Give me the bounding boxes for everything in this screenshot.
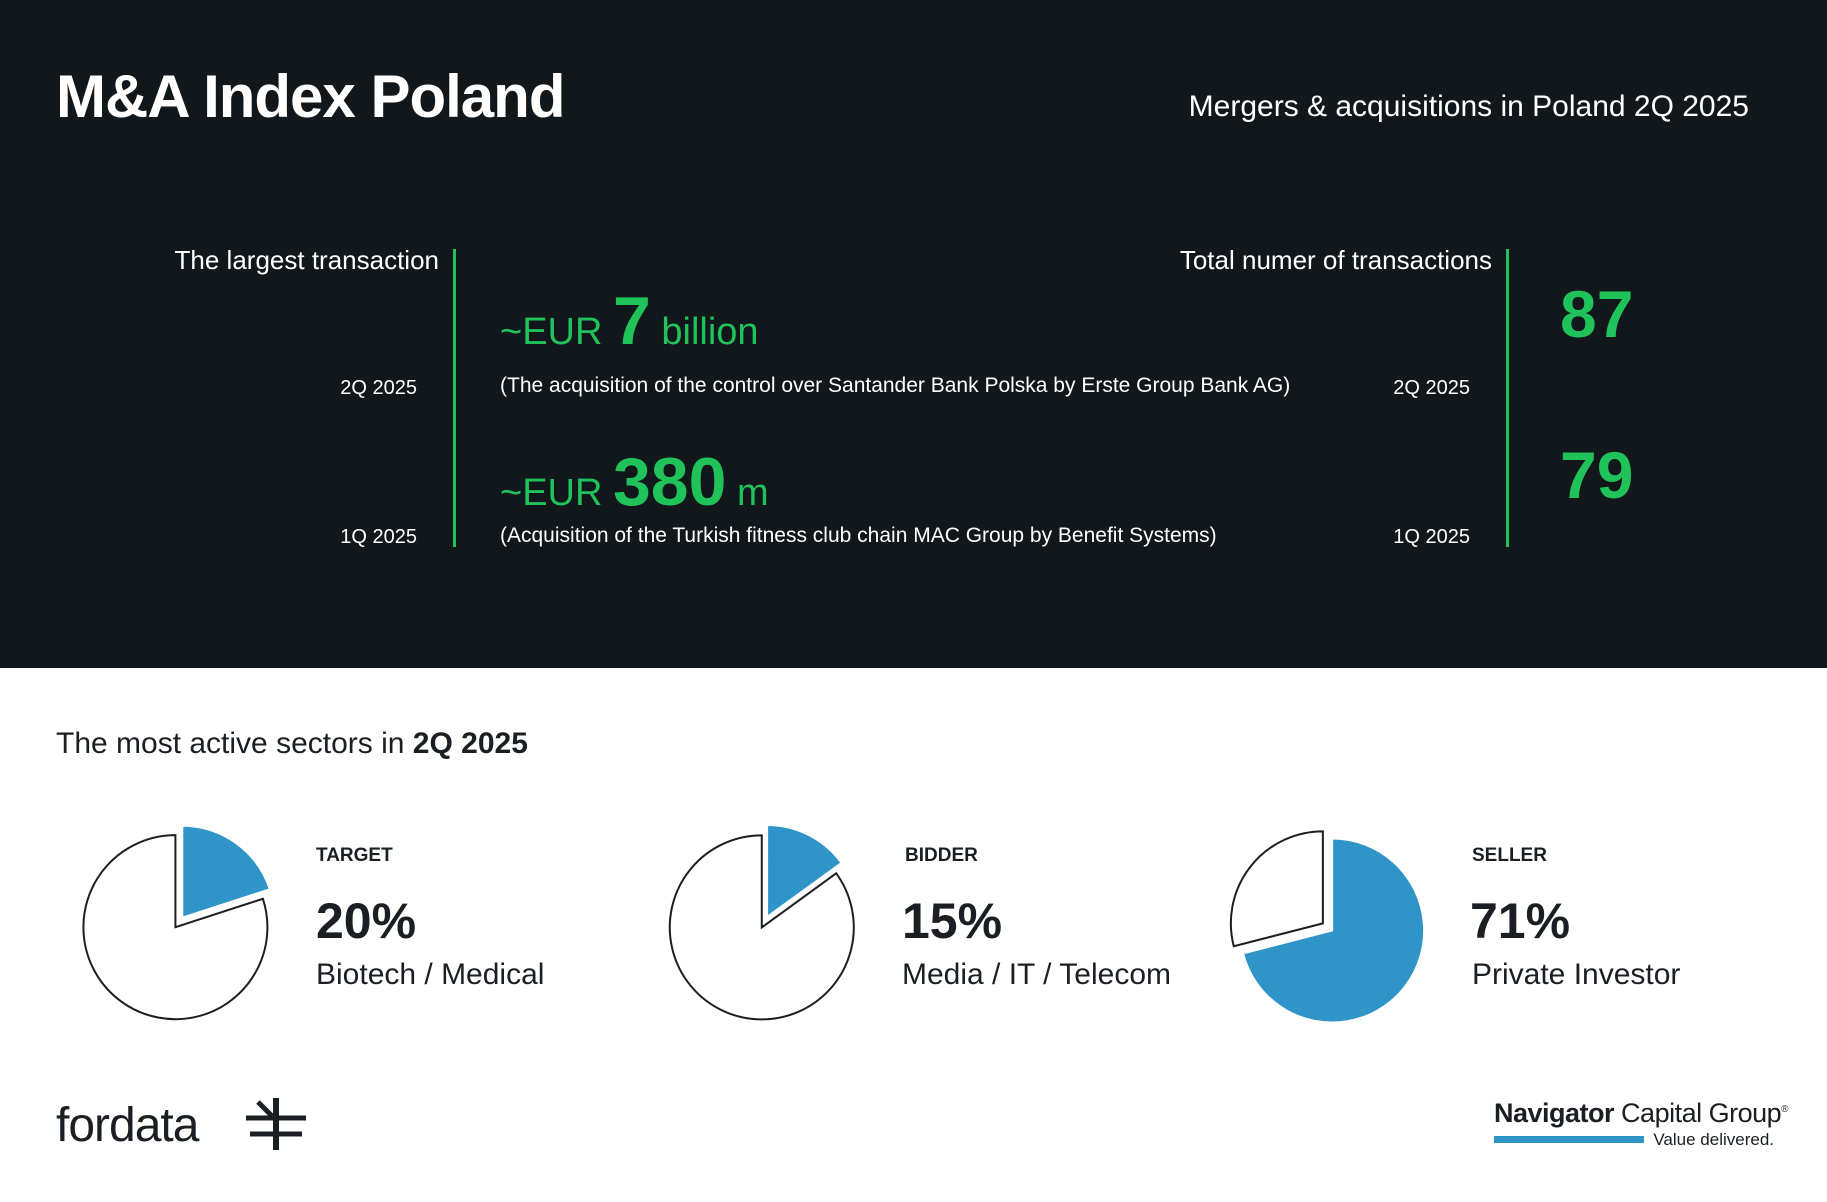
pie-bidder-slice <box>766 823 843 919</box>
navigator-logo-rest: Capital Group <box>1614 1098 1782 1128</box>
navigator-logo-bar <box>1494 1136 1644 1143</box>
bidder-type: BIDDER <box>905 845 978 866</box>
pie-seller-slice <box>1241 837 1426 1024</box>
largest-q1-quarter: 1Q 2025 <box>340 526 417 548</box>
total-q1-count: 79 <box>1560 438 1634 512</box>
divider-right <box>1506 249 1509 547</box>
largest-q2-quarter: 2Q 2025 <box>340 377 417 399</box>
pie-chart-seller <box>1229 830 1426 1024</box>
largest-transaction-label: The largest transaction <box>174 245 439 275</box>
pie-bidder-rest <box>668 834 855 1021</box>
sectors-title-bold: 2Q 2025 <box>412 727 528 760</box>
largest-q1-description: (Acquisition of the Turkish fitness club… <box>500 524 1217 547</box>
page-title: M&A Index Poland <box>56 63 565 130</box>
header-panel: M&A Index Poland Mergers & acquisitions … <box>0 0 1827 668</box>
target-sector: Biotech / Medical <box>316 958 545 991</box>
total-transactions-label: Total numer of transactions <box>1179 245 1492 275</box>
pie-seller-rest <box>1229 830 1324 948</box>
largest-q2-prefix: ~EUR <box>500 311 603 353</box>
bidder-sector: Media / IT / Telecom <box>902 958 1172 991</box>
pie-chart-target <box>82 824 272 1021</box>
largest-q2-unit: billion <box>661 311 759 353</box>
largest-q2-amount: ~EUR 7 billion <box>500 282 759 360</box>
navigator-tagline: Value delivered. <box>1653 1130 1774 1149</box>
navigator-logo-bold: Navigator <box>1494 1098 1615 1128</box>
target-type: TARGET <box>316 845 393 866</box>
total-q1-quarter: 1Q 2025 <box>1393 526 1470 548</box>
seller-type: SELLER <box>1472 845 1547 866</box>
largest-q1-value: 380 <box>612 444 727 520</box>
largest-q1-unit: m <box>737 472 769 514</box>
total-q2-quarter: 2Q 2025 <box>1393 377 1470 399</box>
largest-q1-amount: ~EUR 380 m <box>500 443 769 521</box>
pie-chart-bidder <box>668 823 855 1021</box>
fordata-logo-text: fordata <box>56 1099 199 1152</box>
seller-sector: Private Investor <box>1472 958 1681 991</box>
seller-percent: 71% <box>1470 893 1571 949</box>
pie-target-slice <box>181 824 272 920</box>
divider-left <box>453 249 456 547</box>
largest-q1-prefix: ~EUR <box>500 472 603 514</box>
fordata-logo: fordata <box>56 1098 199 1153</box>
pie-target-rest <box>82 834 269 1021</box>
fordata-mark-icon <box>246 1098 306 1150</box>
sectors-title: The most active sectors in 2Q 2025 <box>56 727 528 761</box>
navigator-logo-mark: ® <box>1781 1104 1789 1115</box>
navigator-logo: Navigator Capital Group® Value delivered… <box>1494 1098 1789 1156</box>
target-percent: 20% <box>316 893 417 949</box>
sectors-title-prefix: The most active sectors in <box>56 727 413 760</box>
page-subtitle: Mergers & acquisitions in Poland 2Q 2025 <box>1188 90 1749 123</box>
largest-q2-value: 7 <box>612 283 651 359</box>
bidder-percent: 15% <box>902 893 1003 949</box>
total-q2-count: 87 <box>1560 277 1634 351</box>
largest-q2-description: (The acquisition of the control over San… <box>500 374 1291 397</box>
